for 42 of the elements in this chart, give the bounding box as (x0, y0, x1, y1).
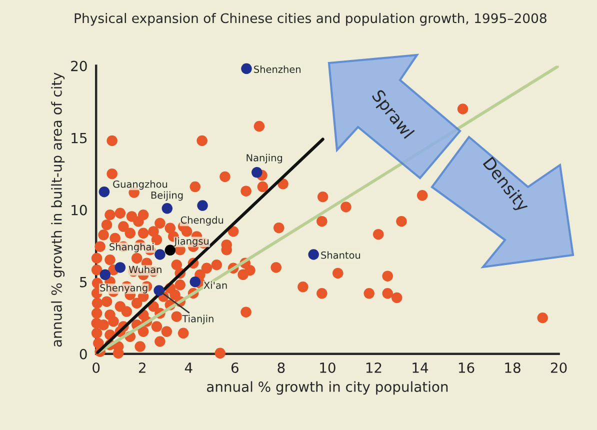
point (252, 167, 262, 178)
point (100, 269, 111, 280)
point (114, 262, 126, 273)
annotation: Wuhan (128, 266, 162, 274)
y-tick-label: 0 (80, 348, 87, 360)
y-axis-title: annual % growth in built-up area of city (51, 72, 65, 347)
y-tick-label: 5 (80, 277, 87, 288)
x-tick-label: 16 (458, 362, 474, 373)
point (197, 200, 208, 211)
annotation: Tianjin (182, 314, 214, 324)
point (154, 249, 166, 260)
y-tick-label: 20 (71, 60, 87, 72)
x-tick-label: 10 (320, 362, 336, 373)
annotation: Nanjing (246, 154, 282, 164)
annotation: Guangzhou (113, 180, 168, 190)
annotation: Jiangsu (174, 237, 209, 247)
point (308, 249, 319, 260)
annotation: Beijing (151, 191, 183, 201)
x-axis-title: annual % growth in city population (206, 381, 448, 395)
annotation: Shantou (321, 251, 360, 259)
point (154, 285, 164, 296)
x-tick-label: 18 (505, 362, 520, 373)
x-tick-label: 12 (366, 362, 382, 373)
x-tick-label: 14 (412, 362, 428, 373)
x-tick-label: 2 (138, 362, 146, 373)
annotation: Chengdu (180, 216, 224, 226)
x-tick-label: 6 (231, 362, 238, 373)
point (190, 276, 201, 288)
x-tick-label: 0 (92, 362, 100, 373)
annotation: Shenzhen (254, 65, 300, 73)
chart-title: Physical expansion of Chinese cities and population growth, 1995–2008 (74, 12, 546, 26)
x-tick-label: 20 (550, 362, 567, 373)
annotation: Shanghai (110, 242, 154, 252)
point (98, 186, 110, 198)
x-tick-label: 4 (184, 362, 192, 373)
point (162, 203, 173, 214)
point (241, 63, 252, 74)
x-tick-label: 8 (278, 362, 285, 373)
y-tick-label: 15 (72, 132, 87, 144)
annotation: Shenyang (100, 284, 148, 294)
y-tick-label: 10 (72, 204, 87, 216)
annotation: Xi'an (204, 281, 227, 289)
